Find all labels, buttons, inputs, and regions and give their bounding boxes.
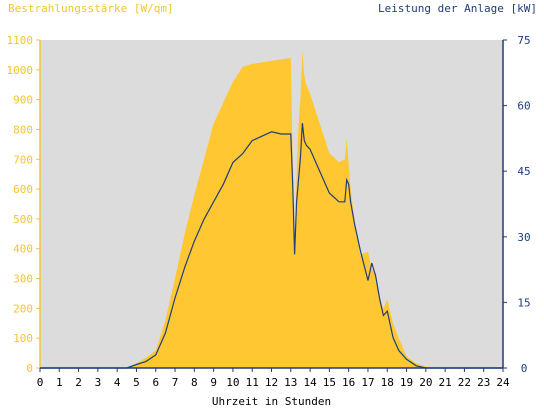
x-tick-label: 7 <box>172 376 179 389</box>
x-tick-label: 3 <box>95 376 102 389</box>
x-tick-label: 8 <box>191 376 198 389</box>
left-tick-label: 700 <box>13 153 33 166</box>
x-tick-label: 2 <box>75 376 82 389</box>
x-tick-label: 21 <box>439 376 452 389</box>
x-tick-label: 13 <box>284 376 297 389</box>
x-tick-label: 15 <box>323 376 336 389</box>
x-tick-label: 6 <box>152 376 159 389</box>
left-tick-label: 500 <box>13 213 33 226</box>
left-tick-label: 300 <box>13 273 33 286</box>
left-tick-label: 0 <box>26 362 33 375</box>
x-tick-label: 16 <box>342 376 355 389</box>
left-tick-label: 400 <box>13 243 33 256</box>
x-tick-label: 18 <box>381 376 394 389</box>
left-tick-label: 1000 <box>7 64 34 77</box>
left-axis-title: Bestrahlungsstärke [W/qm] <box>8 2 174 15</box>
right-tick-label: 30 <box>517 231 530 244</box>
x-tick-label: 5 <box>133 376 140 389</box>
x-tick-label: 22 <box>458 376 471 389</box>
right-tick-label: 0 <box>521 362 528 375</box>
right-tick-label: 45 <box>517 165 530 178</box>
right-tick-label: 60 <box>517 100 530 113</box>
power-line <box>40 123 503 369</box>
right-tick-label: 75 <box>517 34 530 47</box>
left-tick-label: 600 <box>13 183 33 196</box>
x-tick-label: 20 <box>419 376 432 389</box>
left-tick-label: 100 <box>13 332 33 345</box>
x-tick-label: 1 <box>56 376 63 389</box>
left-tick-label: 1100 <box>7 34 34 47</box>
x-tick-label: 0 <box>37 376 44 389</box>
left-tick-label: 200 <box>13 302 33 315</box>
x-tick-label: 9 <box>210 376 217 389</box>
left-axis-ticks: 0 100 200 300 400 500 600 700 800 900 1000 1100 <box>7 34 40 375</box>
x-tick-label: 12 <box>265 376 278 389</box>
x-tick-label: 11 <box>246 376 259 389</box>
x-axis-ticks: 0 1 2 3 4 5 6 7 8 9 10 11 12 13 14 15 16 17 18 19 20 21 22 23 24 <box>37 368 510 389</box>
x-tick-label: 23 <box>477 376 490 389</box>
x-tick-label: 10 <box>226 376 239 389</box>
x-tick-label: 24 <box>496 376 510 389</box>
right-axis-ticks: 0 15 30 45 60 75 <box>503 34 531 375</box>
x-tick-label: 4 <box>114 376 121 389</box>
right-axis-title: Leistung der Anlage [kW] <box>378 2 537 15</box>
x-tick-label: 17 <box>361 376 374 389</box>
x-tick-label: 14 <box>303 376 317 389</box>
left-tick-label: 800 <box>13 123 33 136</box>
x-axis-title: Uhrzeit in Stunden <box>212 395 331 408</box>
x-tick-label: 19 <box>400 376 413 389</box>
right-tick-label: 15 <box>517 296 530 309</box>
irradiance-area <box>40 50 503 369</box>
left-tick-label: 900 <box>13 94 33 107</box>
